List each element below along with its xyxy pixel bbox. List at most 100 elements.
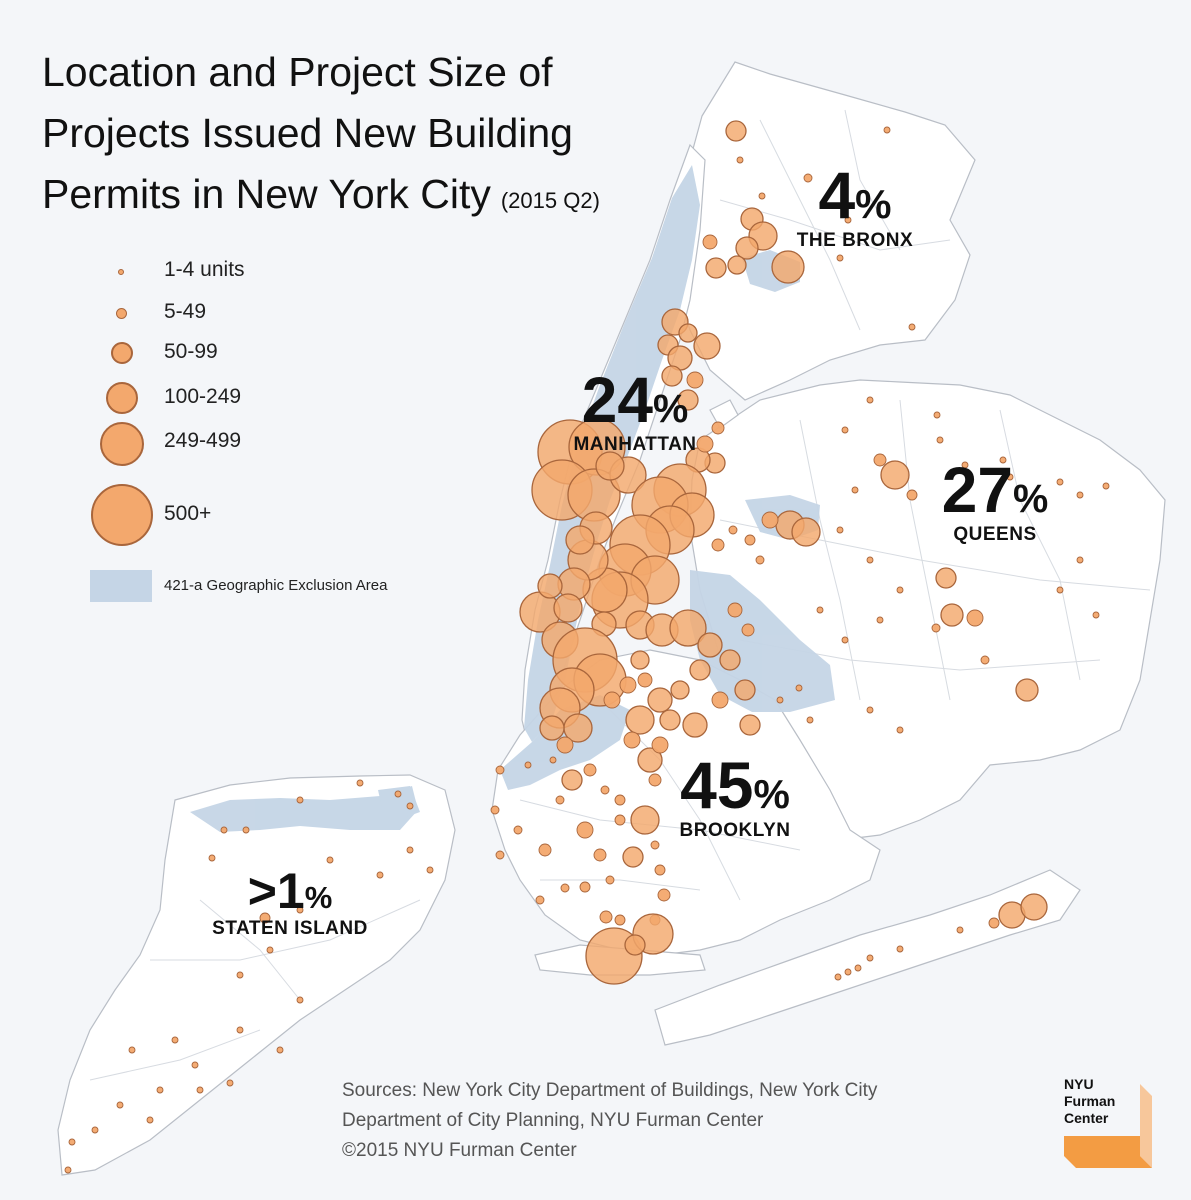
permit-bubble <box>259 912 271 924</box>
permit-bubble <box>605 875 615 885</box>
logo-mark <box>1064 1084 1152 1168</box>
permit-bubble <box>880 460 910 490</box>
permit-bubble <box>91 1126 99 1134</box>
permit-bubble <box>637 672 653 688</box>
permit-bubble <box>556 736 574 754</box>
brooklyn-name: BROOKLYN <box>679 820 791 841</box>
stat-staten-island: >1% STATEN ISLAND <box>190 866 390 940</box>
bronx-percent-sign: % <box>855 181 892 227</box>
permit-bubble <box>1102 482 1110 490</box>
permit-bubble <box>816 606 824 614</box>
permit-bubble <box>236 1026 244 1034</box>
permit-bubble <box>1076 556 1084 564</box>
permit-bubble <box>654 864 666 876</box>
permit-bubble <box>705 257 727 279</box>
permit-bubble <box>741 623 755 637</box>
permit-bubble <box>661 365 683 387</box>
permit-bubble <box>555 795 565 805</box>
permit-bubble <box>296 906 304 914</box>
permit-bubble <box>866 706 874 714</box>
legend-label-50-99: 50-99 <box>164 340 218 363</box>
permit-bubble <box>682 712 708 738</box>
legend-item-1-4: 1-4 units <box>88 258 448 298</box>
permit-bubble <box>226 1079 234 1087</box>
permit-bubble <box>806 716 814 724</box>
permit-bubble <box>622 846 644 868</box>
queens-name: QUEENS <box>953 524 1037 545</box>
permit-bubble <box>866 396 874 404</box>
permit-bubble <box>513 825 523 835</box>
legend-dot-5-49 <box>116 308 127 319</box>
permit-bubble <box>650 840 660 850</box>
permit-bubble <box>896 945 904 953</box>
permit-bubble <box>744 534 756 546</box>
permit-bubble <box>296 796 304 804</box>
permit-bubble <box>866 954 874 962</box>
permit-bubble <box>734 679 756 701</box>
legend-label-249-499: 249-499 <box>164 429 242 452</box>
permit-bubble <box>637 747 663 773</box>
permit-bubble <box>171 1036 179 1044</box>
permit-bubble <box>495 765 505 775</box>
permit-bubble <box>936 436 944 444</box>
permit-bubble <box>866 556 874 564</box>
permit-bubble <box>630 650 650 670</box>
permit-bubble <box>535 895 545 905</box>
permit-bubble <box>326 856 334 864</box>
permit-bubble <box>876 616 884 624</box>
bronx-percent: 4% <box>775 162 935 228</box>
permit-bubble <box>727 602 743 618</box>
permit-bubble <box>1056 478 1064 486</box>
permit-bubble <box>725 120 747 142</box>
permit-bubble <box>873 453 887 467</box>
legend-dot-100-249 <box>106 382 138 414</box>
permit-bubble <box>771 250 805 284</box>
map-title: Location and Project Size of Projects Is… <box>42 42 682 231</box>
manhattan-name: MANHATTAN <box>573 434 697 455</box>
permit-bubble <box>266 946 274 954</box>
brooklyn-percent-sign: % <box>753 771 790 817</box>
staten-island-percent: >1% <box>190 866 390 916</box>
permit-bubble <box>844 216 852 224</box>
legend-item-100-249: 100-249 <box>88 382 448 422</box>
permit-bubble <box>711 691 729 709</box>
sources-text: Sources: New York City Department of Bui… <box>342 1076 1022 1166</box>
sources-line-1: Sources: New York City Department of Bui… <box>342 1080 878 1101</box>
permit-bubble <box>549 756 557 764</box>
bronx-percent-value: 4 <box>818 158 856 232</box>
permit-bubble <box>625 705 655 735</box>
sources-line-3: ©2015 NYU Furman Center <box>342 1140 577 1161</box>
permit-bubble <box>593 848 607 862</box>
permit-bubble <box>553 593 583 623</box>
permit-bubble <box>406 846 414 854</box>
permit-bubble <box>836 526 844 534</box>
brooklyn-percent-value: 45 <box>680 748 754 822</box>
permit-bubble <box>980 655 990 665</box>
permit-bubble <box>561 769 583 791</box>
manhattan-percent: 24% <box>555 368 715 432</box>
permit-bubble <box>576 821 594 839</box>
legend-label-100-249: 100-249 <box>164 385 242 408</box>
staten-island-name: STATEN ISLAND <box>212 918 368 939</box>
permit-bubble <box>795 684 803 692</box>
permit-bubble <box>599 910 613 924</box>
legend-item-50-99: 50-99 <box>88 340 448 380</box>
permit-bubble <box>761 511 779 529</box>
title-subtitle: (2015 Q2) <box>500 188 600 213</box>
permit-bubble <box>538 843 552 857</box>
permit-bubble <box>600 785 610 795</box>
sources-line-2: Department of City Planning, NYU Furman … <box>342 1110 764 1131</box>
permit-bubble <box>851 486 859 494</box>
permit-bubble <box>128 1046 136 1054</box>
legend-label-exclusion: 421-a Geographic Exclusion Area <box>164 577 388 594</box>
permit-bubble <box>961 461 969 469</box>
stat-bronx: 4% THE BRONX <box>775 162 935 252</box>
permit-bubble <box>603 691 621 709</box>
permit-bubble <box>583 763 597 777</box>
legend-dot-500 <box>91 484 153 546</box>
permit-bubble <box>896 726 904 734</box>
manhattan-percent-value: 24 <box>581 364 653 436</box>
permit-bubble <box>191 1061 199 1069</box>
exclusion-staten-ne <box>378 786 420 820</box>
